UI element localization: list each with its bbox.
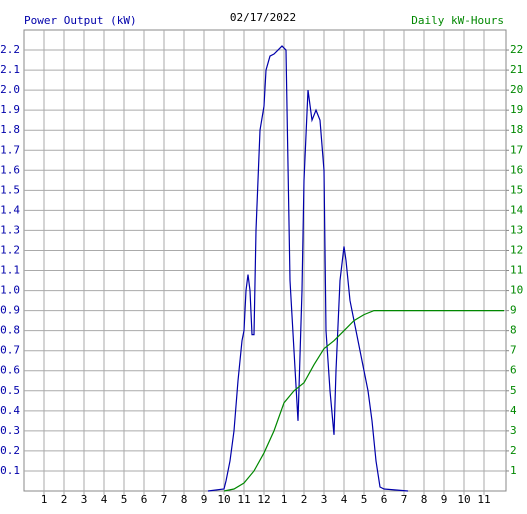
y2-tick-label: 16 [510, 163, 523, 176]
y2-axis-label: Daily kW-Hours [411, 14, 504, 27]
x-tick-label: 4 [341, 493, 348, 506]
y2-tick-label: 5 [510, 384, 517, 397]
x-tick-label: 10 [217, 493, 230, 506]
y2-tick-label: 10 [510, 284, 523, 297]
y2-tick-label: 1 [510, 464, 517, 477]
y-tick-label: 1.9 [0, 103, 20, 116]
y-tick-label: 0.7 [0, 344, 20, 357]
y-tick-label: 0.8 [0, 324, 20, 337]
y2-tick-label: 15 [510, 183, 523, 196]
x-tick-label: 2 [301, 493, 308, 506]
y2-tick-label: 8 [510, 324, 517, 337]
x-tick-label: 7 [401, 493, 408, 506]
y2-tick-label: 6 [510, 364, 517, 377]
y-tick-label: 1.0 [0, 284, 20, 297]
x-tick-label: 3 [81, 493, 88, 506]
x-tick-label: 9 [201, 493, 208, 506]
y-tick-label: 1.2 [0, 243, 20, 256]
y2-tick-label: 18 [510, 123, 523, 136]
y2-tick-label: 19 [510, 103, 523, 116]
x-tick-label: 8 [181, 493, 188, 506]
x-tick-label: 6 [381, 493, 388, 506]
y2-tick-label: 7 [510, 344, 517, 357]
y-tick-label: 1.8 [0, 123, 20, 136]
y-tick-label: 2.0 [0, 83, 20, 96]
x-tick-label: 5 [361, 493, 368, 506]
y-tick-label: 0.4 [0, 404, 20, 417]
y2-tick-label: 17 [510, 143, 523, 156]
y2-tick-label: 3 [510, 424, 517, 437]
x-tick-label: 4 [101, 493, 108, 506]
y-tick-label: 0.6 [0, 364, 20, 377]
y-tick-label: 2.2 [0, 43, 20, 56]
y2-tick-label: 9 [510, 304, 517, 317]
y-tick-label: 0.9 [0, 304, 20, 317]
x-tick-label: 8 [421, 493, 428, 506]
x-tick-label: 5 [121, 493, 128, 506]
y-tick-label: 1.3 [0, 223, 20, 236]
y-tick-label: 1.7 [0, 143, 20, 156]
x-tick-label: 11 [477, 493, 490, 506]
y-tick-label: 1.6 [0, 163, 20, 176]
plot-area [23, 29, 507, 492]
y2-tick-label: 14 [510, 203, 524, 216]
y-tick-label: 1.5 [0, 183, 20, 196]
y2-tick-label: 4 [510, 404, 517, 417]
y-tick-label: 0.1 [0, 464, 20, 477]
x-tick-label: 12 [257, 493, 270, 506]
y-tick-label: 0.3 [0, 424, 20, 437]
y-tick-label: 1.1 [0, 264, 20, 277]
x-tick-label: 11 [237, 493, 250, 506]
x-tick-label: 1 [281, 493, 288, 506]
x-tick-label: 3 [321, 493, 328, 506]
y-tick-label: 2.1 [0, 63, 20, 76]
series-line [223, 310, 504, 492]
y-axis-label: Power Output (kW) [24, 14, 137, 27]
series-line [207, 45, 409, 492]
x-tick-label: 6 [141, 493, 148, 506]
x-tick-label: 1 [41, 493, 48, 506]
chart-title: 02/17/2022 [230, 11, 296, 24]
x-tick-label: 9 [441, 493, 448, 506]
y-tick-label: 0.2 [0, 444, 20, 457]
x-tick-label: 7 [161, 493, 168, 506]
y2-tick-label: 11 [510, 264, 523, 277]
y2-tick-label: 12 [510, 243, 523, 256]
x-tick-label: 2 [61, 493, 68, 506]
y2-tick-label: 21 [510, 63, 523, 76]
y2-tick-label: 22 [510, 43, 523, 56]
x-tick-label: 10 [457, 493, 470, 506]
y2-tick-label: 2 [510, 444, 517, 457]
y2-tick-label: 13 [510, 223, 523, 236]
y2-tick-label: 20 [510, 83, 523, 96]
y-tick-label: 1.4 [0, 203, 20, 216]
y-tick-label: 0.5 [0, 384, 20, 397]
